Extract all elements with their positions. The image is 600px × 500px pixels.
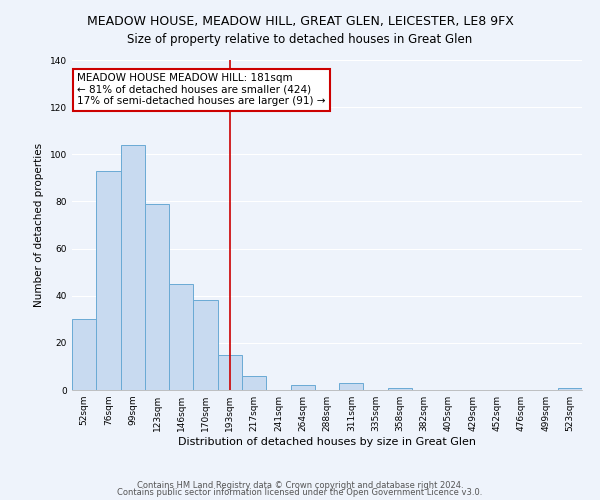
- Bar: [96, 171, 121, 390]
- Text: Contains public sector information licensed under the Open Government Licence v3: Contains public sector information licen…: [118, 488, 482, 497]
- Bar: [72, 320, 96, 390]
- Bar: [339, 383, 364, 390]
- Text: Contains HM Land Registry data © Crown copyright and database right 2024.: Contains HM Land Registry data © Crown c…: [137, 480, 463, 490]
- Bar: [290, 386, 315, 390]
- Bar: [218, 354, 242, 390]
- Bar: [388, 388, 412, 390]
- Bar: [558, 388, 582, 390]
- Text: Size of property relative to detached houses in Great Glen: Size of property relative to detached ho…: [127, 32, 473, 46]
- Bar: [121, 145, 145, 390]
- Text: MEADOW HOUSE MEADOW HILL: 181sqm
← 81% of detached houses are smaller (424)
17% : MEADOW HOUSE MEADOW HILL: 181sqm ← 81% o…: [77, 73, 326, 106]
- Bar: [169, 284, 193, 390]
- Bar: [193, 300, 218, 390]
- X-axis label: Distribution of detached houses by size in Great Glen: Distribution of detached houses by size …: [178, 437, 476, 447]
- Y-axis label: Number of detached properties: Number of detached properties: [34, 143, 44, 307]
- Bar: [145, 204, 169, 390]
- Bar: [242, 376, 266, 390]
- Text: MEADOW HOUSE, MEADOW HILL, GREAT GLEN, LEICESTER, LE8 9FX: MEADOW HOUSE, MEADOW HILL, GREAT GLEN, L…: [86, 15, 514, 28]
